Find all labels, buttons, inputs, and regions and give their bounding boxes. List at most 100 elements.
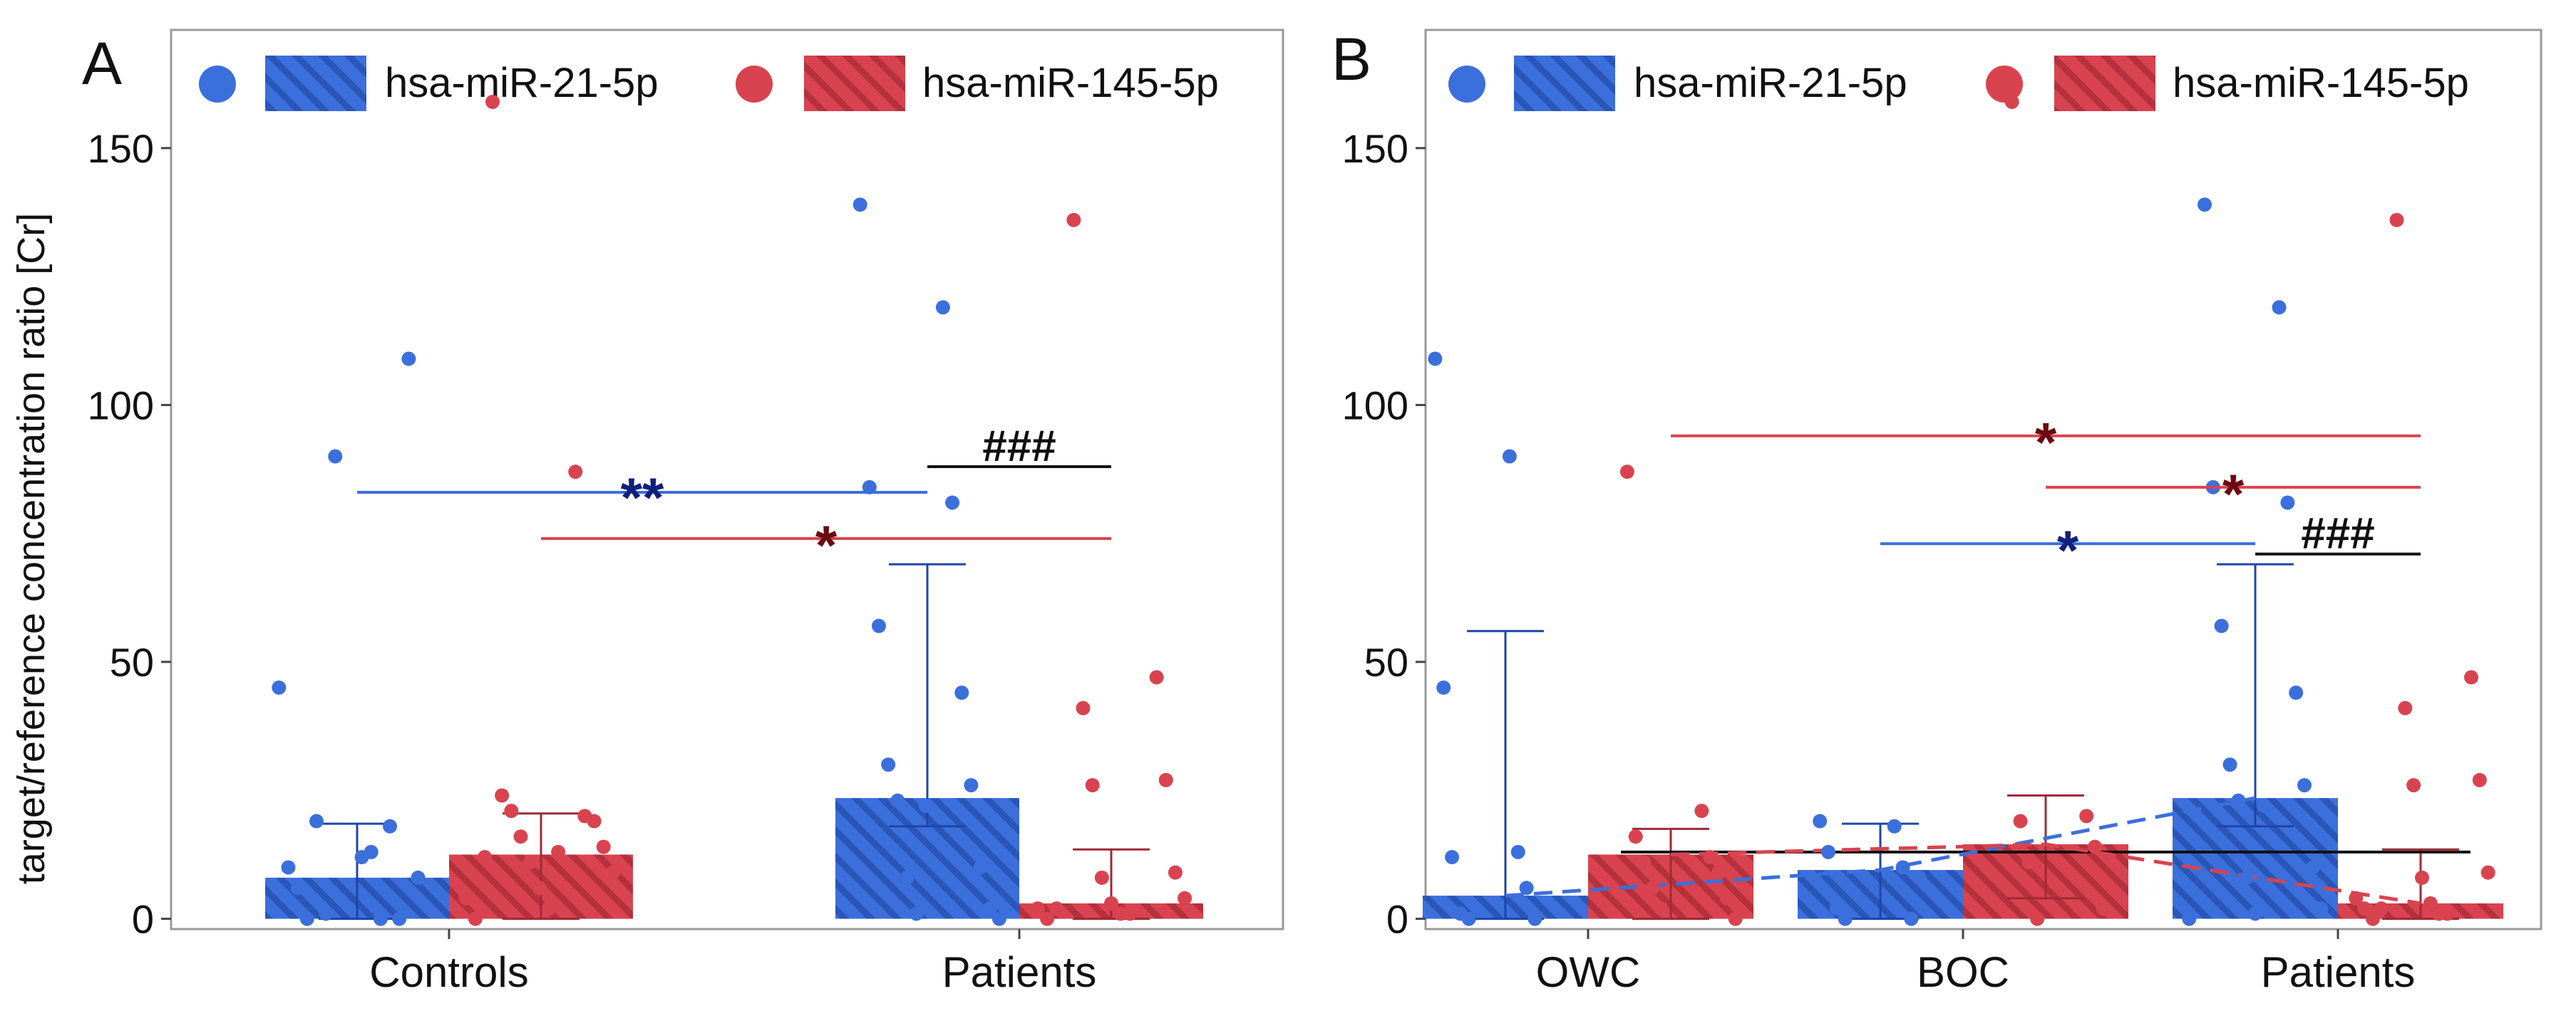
point-hsa-mir-145-5p-controls-11: [458, 891, 473, 906]
point-hsa-mir-21-5p-owc-8: [1461, 911, 1476, 926]
point-hsa-mir-145-5p-patients-11: [2365, 911, 2380, 926]
point-hsa-mir-21-5p-controls-3: [364, 844, 378, 859]
point-hsa-mir-21-5p-patients-11: [2314, 901, 2329, 916]
point-hsa-mir-145-5p-controls-4: [504, 804, 519, 819]
x-tick-label-patients-b: Patients: [2261, 948, 2416, 996]
point-hsa-mir-145-5p-patients-2: [1076, 700, 1091, 715]
point-hsa-mir-21-5p-patients-4: [872, 618, 887, 633]
legend-label-mir145-b: hsa-miR-145-5p: [2173, 60, 2469, 106]
significance-label-b-1: *: [2222, 462, 2245, 525]
legend-swatch-bar-mir21: [265, 56, 366, 111]
y-tick-label-b-0: 0: [1386, 897, 1408, 942]
point-hsa-mir-21-5p-controls-10: [319, 906, 334, 921]
point-hsa-mir-145-5p-controls-5: [587, 814, 602, 829]
x-tick-label-owc: OWC: [1536, 948, 1641, 996]
x-tick-label-boc: BOC: [1917, 948, 2009, 996]
significance-label-a-1: *: [815, 514, 838, 576]
panel-a-y-axis: 0 50 100 150: [88, 126, 1021, 942]
point-hsa-mir-21-5p-patients-13: [991, 911, 1006, 926]
point-hsa-mir-21-5p-owc-4: [1445, 850, 1460, 865]
panel-b: B hsa-miR-21-5p hsa-miR-145-5p 0 50 100 150…: [1331, 26, 2542, 996]
point-hsa-mir-145-5p-boc-3: [2088, 839, 2103, 854]
point-hsa-mir-21-5p-owc-5: [1519, 881, 1534, 896]
point-hsa-mir-21-5p-controls-0: [272, 680, 287, 695]
legend-swatch-dot-mir145-b: [1986, 66, 2023, 103]
point-hsa-mir-21-5p-controls-4: [290, 881, 305, 896]
point-hsa-mir-21-5p-patients-2: [862, 479, 877, 494]
point-hsa-mir-21-5p-patients-6: [2222, 757, 2237, 772]
y-tick-label-b-150: 150: [1342, 126, 1408, 171]
point-hsa-mir-145-5p-controls-9: [605, 865, 620, 880]
legend-swatch-dot-mir145: [736, 66, 773, 103]
point-hsa-mir-145-5p-owc-8: [1654, 901, 1669, 916]
point-hsa-mir-21-5p-patients-14: [2256, 798, 2271, 813]
panel-a-legend: hsa-miR-21-5p hsa-miR-145-5p: [199, 56, 1219, 111]
point-hsa-mir-145-5p-patients-12: [1123, 906, 1138, 921]
point-hsa-mir-145-5p-owc-9: [1728, 911, 1743, 926]
point-hsa-mir-145-5p-patients-3: [2472, 772, 2487, 787]
trend-line-hsa-mir-145-5p: [1670, 842, 2421, 906]
point-hsa-mir-145-5p-controls-7: [596, 839, 611, 854]
point-hsa-mir-21-5p-owc-1: [1502, 449, 1517, 464]
y-axis-label: target/reference concentration ratio [Cr…: [10, 213, 53, 884]
point-hsa-mir-21-5p-patients-10: [2240, 870, 2255, 885]
point-hsa-mir-145-5p-patients-6: [2414, 870, 2429, 885]
significance-label-b-2: *: [2057, 519, 2079, 581]
point-hsa-mir-145-5p-owc-0: [1619, 465, 1634, 479]
point-hsa-mir-21-5p-boc-4: [1829, 901, 1844, 916]
panel-a-bars: [265, 798, 1203, 919]
point-hsa-mir-21-5p-controls-5: [373, 911, 388, 926]
point-hsa-mir-21-5p-patients-4: [2214, 618, 2229, 633]
point-hsa-mir-145-5p-boc-5: [2096, 901, 2111, 916]
point-hsa-mir-21-5p-patients-3: [945, 495, 960, 510]
point-hsa-mir-145-5p-patients-5: [2480, 865, 2495, 880]
point-hsa-mir-145-5p-patients-7: [1178, 891, 1192, 906]
point-hsa-mir-145-5p-owc-5: [1711, 865, 1726, 880]
legend-label-mir145: hsa-miR-145-5p: [922, 60, 1219, 106]
point-hsa-mir-21-5p-patients-9: [2305, 860, 2320, 875]
y-tick-label-b-50: 50: [1364, 640, 1408, 685]
panel-b-errorbars: [1467, 563, 2459, 921]
panel-b-points: [1428, 94, 2495, 926]
point-hsa-mir-21-5p-controls-8: [309, 814, 324, 829]
panel-a-errorbars: [319, 563, 1150, 921]
point-hsa-mir-145-5p-patients-9: [1030, 901, 1045, 916]
panel-b-significance: *** ###: [1671, 411, 2421, 581]
panel-b-legend: hsa-miR-21-5p hsa-miR-145-5p: [1448, 56, 2469, 111]
point-hsa-mir-21-5p-boc-3: [1895, 860, 1910, 875]
point-hsa-mir-21-5p-controls-12: [328, 449, 343, 464]
point-hsa-mir-145-5p-controls-6: [513, 829, 528, 844]
point-hsa-mir-21-5p-patients-3: [2280, 495, 2295, 510]
point-hsa-mir-145-5p-patients-13: [1049, 901, 1064, 916]
significance-label-a-2: ###: [982, 422, 1056, 471]
point-hsa-mir-145-5p-patients-1: [2463, 670, 2478, 685]
point-hsa-mir-21-5p-boc-2: [1821, 844, 1836, 859]
y-tick-label-b-100: 100: [1342, 383, 1408, 427]
point-hsa-mir-145-5p-patients-11: [1040, 911, 1055, 926]
x-tick-label-controls: Controls: [369, 948, 528, 996]
point-hsa-mir-21-5p-patients-10: [900, 870, 915, 885]
point-hsa-mir-21-5p-patients-8: [890, 793, 905, 808]
point-hsa-mir-145-5p-patients-2: [2398, 700, 2413, 715]
panel-a-points: [272, 94, 1192, 926]
point-hsa-mir-21-5p-patients-13: [2182, 911, 2197, 926]
point-hsa-mir-145-5p-boc-6: [2030, 911, 2045, 926]
legend-swatch-bar-mir145: [804, 56, 905, 111]
point-hsa-mir-145-5p-owc-3: [1703, 850, 1718, 865]
significance-label-b-3: ###: [2301, 509, 2374, 559]
panel-a-frame: [170, 28, 1284, 930]
x-tick-label-patients-a: Patients: [942, 948, 1097, 996]
point-hsa-mir-145-5p-patients-13: [2374, 901, 2389, 916]
point-hsa-mir-145-5p-patients-0: [1066, 212, 1081, 227]
point-hsa-mir-21-5p-controls-13: [411, 870, 426, 885]
point-hsa-mir-21-5p-boc-0: [1813, 814, 1828, 829]
point-hsa-mir-145-5p-controls-15: [478, 850, 493, 865]
panel-b-frame: [1424, 28, 2542, 930]
panel-a: A hsa-miR-21-5p hsa-miR-145-5p 0 50 100 150…: [82, 28, 1284, 996]
panel-b-x-axis: OWC BOC Patients: [1536, 948, 2416, 996]
point-hsa-mir-21-5p-patients-14: [918, 798, 933, 813]
point-hsa-mir-21-5p-patients-8: [2231, 793, 2246, 808]
point-hsa-mir-145-5p-patients-7: [2349, 891, 2364, 906]
point-hsa-mir-145-5p-boc-0: [2004, 94, 2019, 109]
